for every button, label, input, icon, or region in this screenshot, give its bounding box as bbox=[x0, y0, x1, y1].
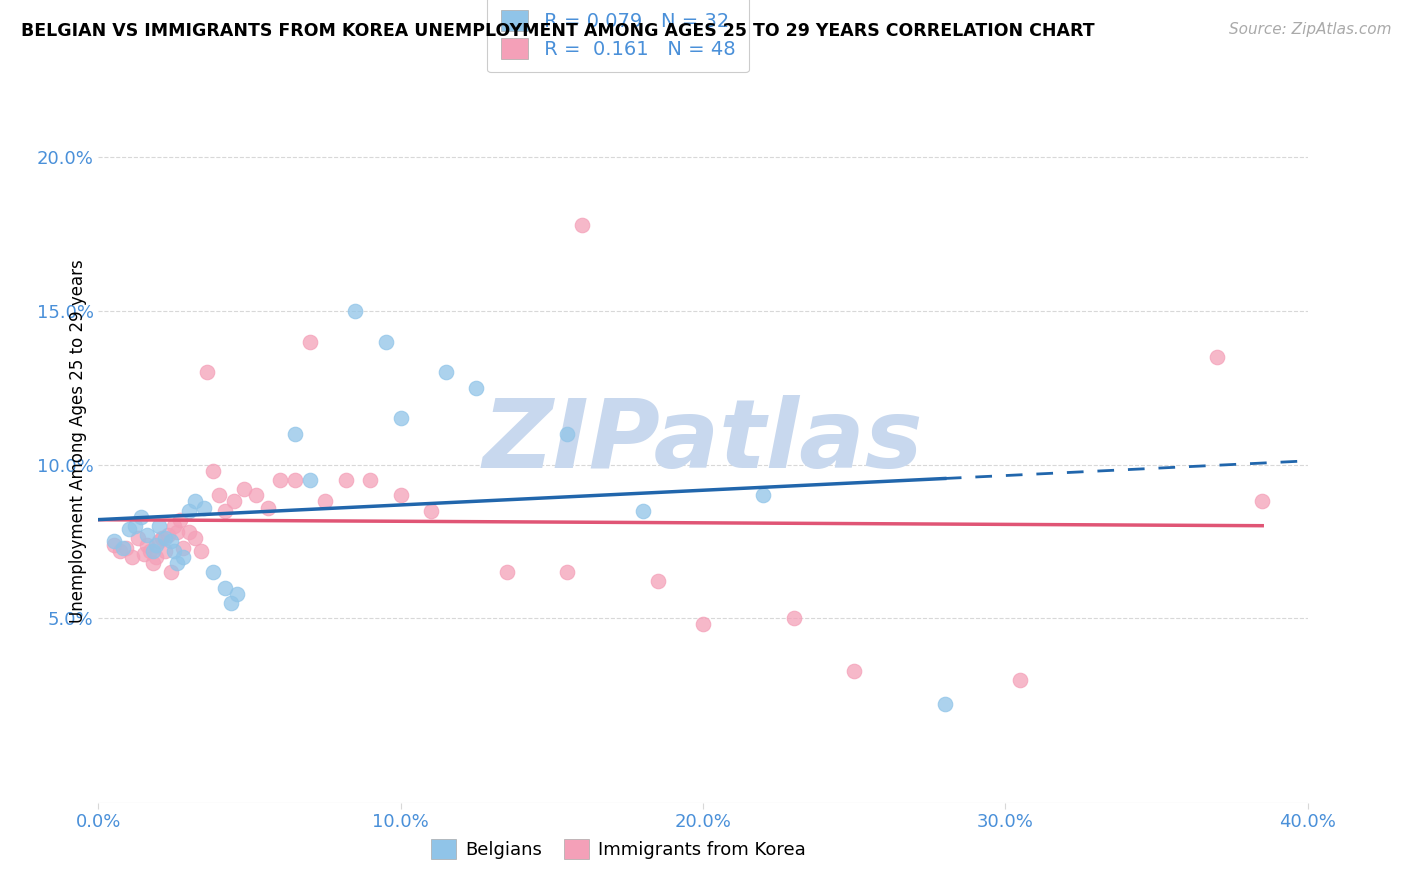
Y-axis label: Unemployment Among Ages 25 to 29 years: Unemployment Among Ages 25 to 29 years bbox=[69, 260, 87, 624]
Point bbox=[314, 494, 336, 508]
Point bbox=[169, 513, 191, 527]
Point bbox=[465, 381, 488, 395]
Point bbox=[179, 504, 201, 518]
Point bbox=[127, 532, 149, 546]
Point bbox=[160, 565, 183, 579]
Point bbox=[179, 525, 201, 540]
Point bbox=[1206, 350, 1229, 364]
Point bbox=[166, 556, 188, 570]
Point bbox=[148, 519, 170, 533]
Point bbox=[335, 473, 357, 487]
Point bbox=[299, 334, 322, 349]
Point bbox=[495, 565, 517, 579]
Point bbox=[108, 543, 131, 558]
Point bbox=[934, 698, 956, 712]
Legend: Belgians, Immigrants from Korea: Belgians, Immigrants from Korea bbox=[423, 831, 813, 866]
Point bbox=[844, 664, 866, 678]
Point bbox=[202, 565, 225, 579]
Point bbox=[163, 543, 186, 558]
Point bbox=[124, 519, 146, 533]
Point bbox=[1010, 673, 1032, 687]
Point bbox=[145, 549, 167, 564]
Point bbox=[344, 304, 367, 318]
Point bbox=[184, 532, 207, 546]
Point bbox=[299, 473, 322, 487]
Point bbox=[571, 218, 593, 232]
Point bbox=[139, 543, 162, 558]
Point bbox=[202, 464, 225, 478]
Point bbox=[692, 617, 714, 632]
Point bbox=[142, 543, 165, 558]
Point bbox=[160, 534, 183, 549]
Point bbox=[114, 541, 136, 555]
Point bbox=[284, 473, 307, 487]
Point bbox=[121, 549, 143, 564]
Point bbox=[150, 532, 173, 546]
Point bbox=[148, 534, 170, 549]
Point bbox=[184, 494, 207, 508]
Point bbox=[631, 504, 654, 518]
Point bbox=[555, 565, 578, 579]
Point bbox=[142, 556, 165, 570]
Text: Source: ZipAtlas.com: Source: ZipAtlas.com bbox=[1229, 22, 1392, 37]
Point bbox=[555, 426, 578, 441]
Point bbox=[153, 543, 176, 558]
Point bbox=[284, 426, 307, 441]
Point bbox=[434, 365, 457, 379]
Point bbox=[221, 596, 243, 610]
Point bbox=[156, 528, 179, 542]
Point bbox=[647, 574, 669, 589]
Point bbox=[256, 500, 278, 515]
Point bbox=[135, 537, 157, 551]
Point bbox=[214, 504, 236, 518]
Point bbox=[103, 537, 125, 551]
Point bbox=[1251, 494, 1274, 508]
Point bbox=[172, 541, 194, 555]
Point bbox=[163, 519, 186, 533]
Point bbox=[145, 537, 167, 551]
Point bbox=[208, 488, 231, 502]
Point bbox=[190, 543, 212, 558]
Point bbox=[153, 532, 176, 546]
Point bbox=[224, 494, 246, 508]
Point bbox=[374, 334, 396, 349]
Point bbox=[360, 473, 382, 487]
Point bbox=[245, 488, 267, 502]
Point bbox=[783, 611, 806, 625]
Point bbox=[195, 365, 218, 379]
Point bbox=[214, 581, 236, 595]
Point bbox=[752, 488, 775, 502]
Point bbox=[226, 587, 249, 601]
Point bbox=[135, 528, 157, 542]
Point bbox=[232, 482, 254, 496]
Point bbox=[129, 509, 152, 524]
Point bbox=[172, 549, 194, 564]
Point bbox=[166, 525, 188, 540]
Point bbox=[420, 504, 443, 518]
Point bbox=[118, 522, 141, 536]
Point bbox=[389, 488, 412, 502]
Point bbox=[132, 547, 155, 561]
Text: ZIPatlas: ZIPatlas bbox=[482, 395, 924, 488]
Point bbox=[389, 411, 412, 425]
Point bbox=[193, 500, 215, 515]
Point bbox=[111, 541, 134, 555]
Text: BELGIAN VS IMMIGRANTS FROM KOREA UNEMPLOYMENT AMONG AGES 25 TO 29 YEARS CORRELAT: BELGIAN VS IMMIGRANTS FROM KOREA UNEMPLO… bbox=[21, 22, 1095, 40]
Point bbox=[269, 473, 291, 487]
Point bbox=[103, 534, 125, 549]
